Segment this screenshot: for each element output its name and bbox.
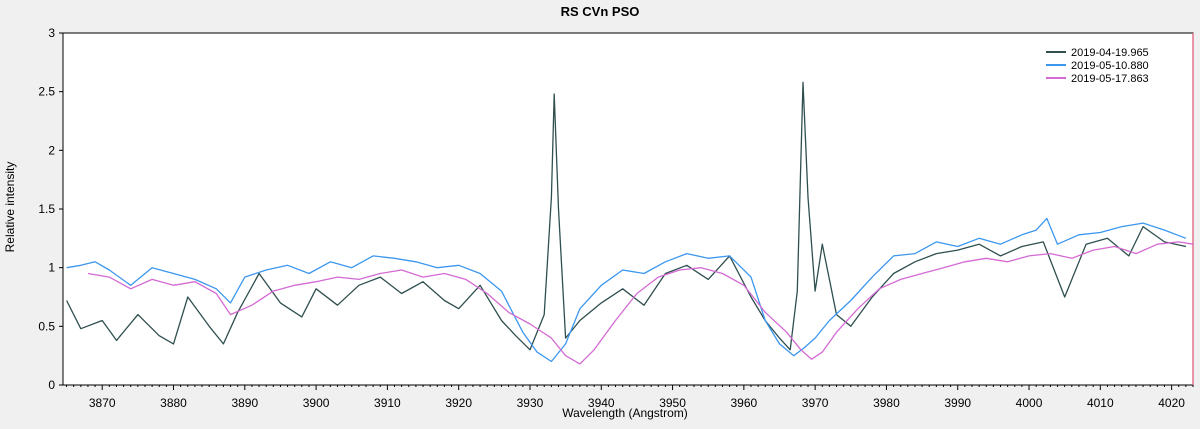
x-tick-label: 4020 xyxy=(1158,396,1185,410)
series-line-2 xyxy=(66,217,1187,363)
y-axis: 0 0.5 1 1.5 2 2.5 3 xyxy=(38,26,63,392)
x-tick-label: 3870 xyxy=(89,396,116,410)
y-tick-label: 0 xyxy=(48,378,55,392)
series-lines xyxy=(66,81,1194,365)
plot-area xyxy=(62,32,1194,386)
legend-label: 2019-04-19.965 xyxy=(1071,47,1149,59)
x-tick-label: 3910 xyxy=(374,396,401,410)
x-tick-label: 3890 xyxy=(231,396,258,410)
x-tick-label: 4010 xyxy=(1087,396,1114,410)
y-tick-label: 2.5 xyxy=(38,85,55,99)
y-tick-label: 0.5 xyxy=(38,319,55,333)
x-tick-label: 3970 xyxy=(802,396,829,410)
x-tick-label: 3880 xyxy=(160,396,187,410)
legend-label: 2019-05-10.880 xyxy=(1071,60,1149,72)
y-tick-label: 1 xyxy=(48,261,55,275)
y-axis-label: Relative intensity xyxy=(3,162,17,253)
x-tick-label: 3960 xyxy=(731,396,758,410)
x-tick-label: 3920 xyxy=(445,396,472,410)
x-tick-label: 3990 xyxy=(944,396,971,410)
x-tick-label: 3950 xyxy=(659,396,686,410)
y-tick-label: 2 xyxy=(48,143,55,157)
series-line-3 xyxy=(87,241,1194,365)
legend-label: 2019-05-17.863 xyxy=(1071,73,1149,85)
y-tick-label: 1.5 xyxy=(38,202,55,216)
x-axis-label: Wavelength (Angstrom) xyxy=(562,406,688,420)
legend: 2019-04-19.9652019-05-10.8802019-05-17.8… xyxy=(1046,47,1149,85)
x-tick-label: 4000 xyxy=(1016,396,1043,410)
x-tick-label: 3980 xyxy=(873,396,900,410)
y-tick-label: 3 xyxy=(48,26,55,40)
x-tick-label: 3940 xyxy=(588,396,615,410)
x-axis: 3870 3880 3890 3900 3910 3920 3930 3940 3950 3960… xyxy=(66,385,1194,410)
series-line-1 xyxy=(66,81,1187,351)
x-tick-label: 3930 xyxy=(517,396,544,410)
x-tick-label: 3900 xyxy=(303,396,330,410)
chart-title: RS CVn PSO xyxy=(561,4,640,19)
